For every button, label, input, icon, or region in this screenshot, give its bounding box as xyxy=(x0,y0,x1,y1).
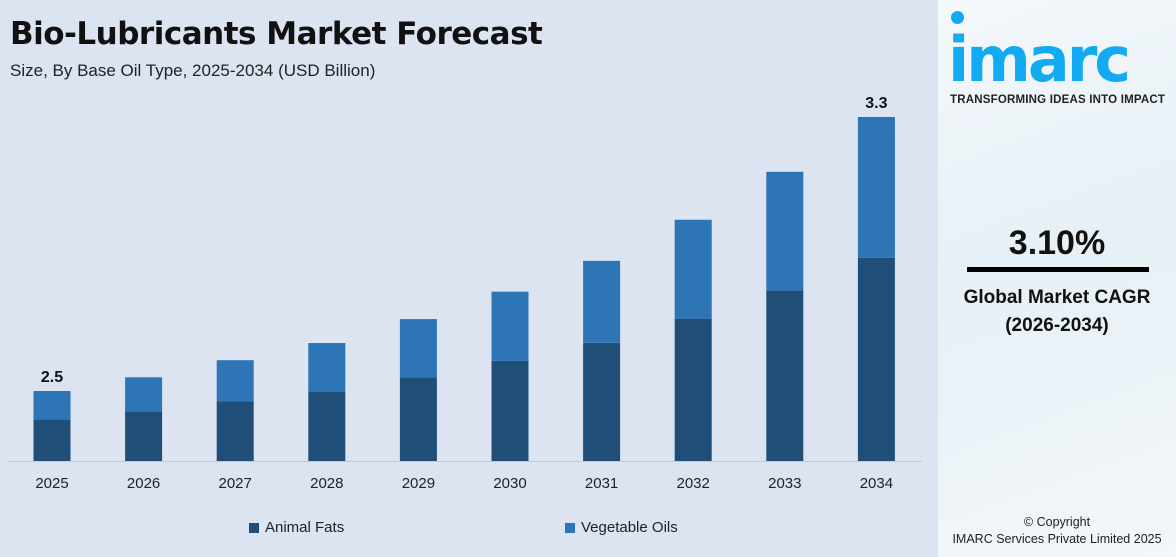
logo-tagline: TRANSFORMING IDEAS INTO IMPACT xyxy=(950,94,1166,106)
legend-item-vegetable-oils: Vegetable Oils xyxy=(565,519,678,536)
bar-vegetable-oils xyxy=(216,360,254,402)
logo-dot xyxy=(951,11,964,24)
x-tick-label: 2033 xyxy=(768,475,801,492)
bar-animal-fats xyxy=(33,419,71,461)
bar-animal-fats xyxy=(766,290,804,461)
bar-animal-fats xyxy=(857,257,895,461)
bar-animal-fats xyxy=(399,377,437,461)
cagr-period: (2026-2034) xyxy=(1005,315,1109,336)
cagr-label: Global Market CAGR (2026-2034) xyxy=(938,284,1176,340)
legend-label: Animal Fats xyxy=(265,519,345,536)
x-tick-label: 2029 xyxy=(402,475,435,492)
bar-vegetable-oils xyxy=(766,171,804,291)
x-tick-label: 2025 xyxy=(35,475,68,492)
x-tick-label: 2031 xyxy=(585,475,618,492)
legend-swatch xyxy=(565,522,575,533)
x-tick-label: 2026 xyxy=(127,475,160,492)
bar-animal-fats xyxy=(308,391,346,461)
info-panel: imarc TRANSFORMING IDEAS INTO IMPACT 3.1… xyxy=(938,0,1176,557)
chart-subtitle: Size, By Base Oil Type, 2025-2034 (USD B… xyxy=(10,61,376,80)
copyright: © Copyright IMARC Services Private Limit… xyxy=(938,514,1176,548)
bar-vegetable-oils xyxy=(674,219,712,319)
bar-animal-fats xyxy=(216,401,254,461)
company-name: IMARC Services Private Limited 2025 xyxy=(952,532,1162,546)
x-tick-label: 2034 xyxy=(860,475,893,492)
bar-vegetable-oils xyxy=(125,377,163,412)
x-tick-label: 2032 xyxy=(677,475,710,492)
cagr-label-text: Global Market CAGR xyxy=(963,287,1151,308)
bar-vegetable-oils xyxy=(308,343,346,392)
bar-animal-fats xyxy=(583,342,621,461)
bar-vegetable-oils xyxy=(583,260,621,343)
legend-item-animal-fats: Animal Fats xyxy=(249,519,344,536)
imarc-logo: imarc xyxy=(948,23,1131,96)
chart-title: Bio-Lubricants Market Forecast xyxy=(10,16,543,52)
data-label: 2.5 xyxy=(41,369,63,386)
bar-animal-fats xyxy=(125,411,163,461)
bar-vegetable-oils xyxy=(399,319,437,378)
cagr-value: 3.10% xyxy=(1008,224,1106,262)
x-tick-label: 2027 xyxy=(219,475,252,492)
copyright-text: © Copyright xyxy=(1023,515,1091,529)
divider xyxy=(967,267,1149,272)
bar-vegetable-oils xyxy=(491,291,529,361)
legend-label: Vegetable Oils xyxy=(581,519,678,536)
bar-chart: 2025 2.5 2026 2027 2028 2029 2030 2031 2032 2033 2… xyxy=(8,95,922,492)
data-label: 3.3 xyxy=(865,95,887,112)
x-tick-label: 2030 xyxy=(493,475,526,492)
bar-animal-fats xyxy=(491,360,529,461)
bar-vegetable-oils xyxy=(857,117,895,258)
bar-animal-fats xyxy=(674,318,712,461)
legend-swatch xyxy=(249,522,259,533)
x-tick-label: 2028 xyxy=(310,475,343,492)
chart-panel: Bio-Lubricants Market Forecast Size, By … xyxy=(0,0,938,557)
bar-vegetable-oils xyxy=(33,391,71,420)
